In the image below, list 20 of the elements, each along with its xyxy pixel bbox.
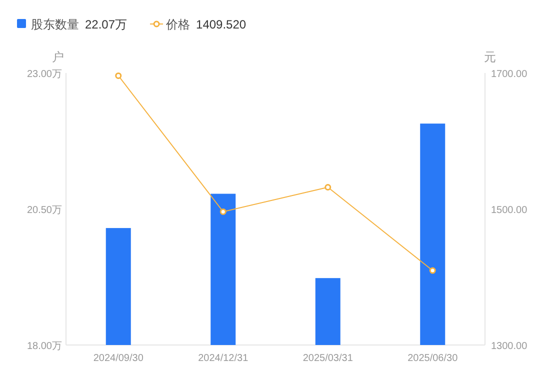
x-tick-label: 2025/03/31 [302,353,354,364]
x-tick-label: 2025/06/30 [408,353,458,364]
y2-tick-label: 1500.00 [491,205,528,216]
legend-label: 股东数量 [31,18,79,32]
point [324,184,332,190]
legend-label: 价格 [165,18,190,32]
y2-tick-label: 1300.00 [491,341,528,352]
point [115,72,122,79]
x-tick-label: 2024/09/30 [93,353,144,364]
y2-tick-label: 1700.00 [491,69,528,80]
point [429,267,436,274]
x-tick-label: 2024/12/31 [198,353,249,364]
y-tick-label: 18.00万 [26,341,62,352]
point [220,208,226,215]
text: 22.07万 [85,18,128,32]
y-tick-label: 20.50万 [26,205,62,216]
text: 1409.520 [196,18,246,32]
y-tick-label: 23.00万 [26,69,62,80]
y2-axis-title: 元 [484,50,496,64]
y-axis-title: 户 [52,50,64,64]
